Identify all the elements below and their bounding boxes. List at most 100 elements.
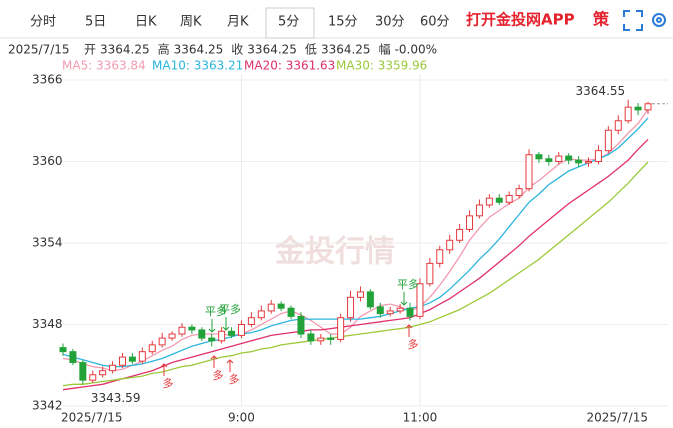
candle-body: [228, 330, 236, 336]
settings-icon[interactable]: [652, 13, 666, 27]
x-tick-label: 2025/7/15: [61, 411, 123, 425]
candle-body: [565, 155, 573, 161]
signal-arrow-head: [405, 324, 413, 329]
x-tick-label: 2025/7/15: [586, 411, 648, 425]
candle-body: [495, 197, 503, 203]
signal-label: 平多: [219, 302, 241, 316]
candle-body: [188, 326, 196, 331]
tab[interactable]: 分时: [30, 15, 56, 30]
info-value: 3364.25: [100, 43, 150, 57]
tab[interactable]: 月K: [227, 15, 249, 30]
toolbar: [0, 0, 673, 38]
y-tick-label: 3342: [32, 399, 63, 413]
candle-body: [118, 356, 126, 366]
legend-entry: MA5: 3363.84: [62, 59, 146, 73]
active-tab-box: [265, 7, 315, 39]
candle-body: [436, 249, 444, 264]
candle-body: [446, 239, 454, 251]
x-tick-label: 9:00: [228, 411, 255, 425]
candle-body: [277, 303, 285, 309]
candle-body: [89, 374, 97, 381]
candle-body: [109, 364, 117, 372]
signal-label: 多: [213, 368, 224, 382]
tab[interactable]: 5日: [85, 15, 106, 30]
tab[interactable]: 15分: [328, 15, 358, 30]
signal-arrow-head: [400, 301, 408, 306]
signal-label: 多: [163, 376, 174, 390]
info-date: 2025/7/15: [8, 43, 70, 57]
ma-line: [62, 117, 649, 368]
candle-body: [79, 362, 87, 381]
candle-body: [148, 344, 156, 353]
x-tick-label: 11:00: [403, 411, 438, 425]
signal-label: 多: [229, 372, 240, 386]
candle-body: [426, 262, 434, 285]
candle-body: [237, 324, 245, 336]
candle-body: [366, 291, 374, 308]
watermark: 金投行情: [274, 235, 395, 270]
tab[interactable]: 周K: [180, 15, 202, 30]
info-value: 3364.25: [174, 43, 224, 57]
signal-arrow-head: [226, 359, 234, 364]
tab[interactable]: 5分: [278, 15, 299, 30]
candle-body: [416, 283, 424, 317]
candle-body: [287, 307, 295, 317]
info-label: 开: [84, 43, 96, 57]
candle-body: [545, 158, 553, 163]
candle-body: [555, 155, 563, 162]
legend-entry: MA20: 3361.63: [244, 59, 335, 73]
y-tick-label: 3348: [32, 317, 63, 331]
candle-body: [267, 303, 275, 312]
candle-body: [138, 351, 146, 362]
signal-arrow-head: [210, 355, 218, 360]
candle-body: [396, 307, 404, 312]
candle-body: [386, 310, 394, 315]
candle-body: [337, 317, 345, 340]
candle-body: [356, 291, 364, 298]
tab[interactable]: 日K: [135, 15, 157, 30]
candle-body: [208, 337, 216, 342]
candle-body: [525, 154, 533, 190]
y-tick-label: 3360: [32, 154, 63, 168]
ma-line: [62, 161, 649, 387]
info-value: 3364.25: [247, 43, 297, 57]
ma-line: [62, 138, 649, 391]
tab[interactable]: 60分: [420, 15, 450, 30]
signal-label: 平多: [397, 277, 419, 291]
legend-entry: MA30: 3359.96: [336, 59, 427, 73]
signal-arrow-head: [208, 328, 216, 333]
candle-body: [198, 329, 206, 339]
candle-body: [575, 159, 583, 164]
tab[interactable]: 30分: [375, 15, 405, 30]
ma-line: [62, 108, 649, 372]
info-label: 收: [231, 43, 243, 57]
info-label: 低: [305, 43, 317, 57]
candle-body: [535, 154, 543, 160]
candle-body: [218, 330, 226, 342]
candle-body: [466, 215, 474, 230]
y-tick-label: 3354: [32, 236, 63, 250]
signal-arrow-head: [222, 326, 230, 331]
signal-label: 多: [408, 337, 419, 351]
max-label: 3364.55: [576, 84, 626, 98]
candle-body: [624, 106, 632, 122]
candle-body: [128, 356, 136, 362]
info-value: 3364.25: [321, 43, 371, 57]
candle-body: [594, 150, 602, 162]
candle-body: [644, 103, 652, 111]
candle-body: [505, 194, 513, 203]
fullscreen-icon[interactable]: [623, 10, 643, 31]
app-link[interactable]: 打开金投网APP: [466, 11, 575, 29]
info-label: 幅: [379, 42, 391, 57]
candle-body: [406, 307, 414, 317]
candle-body: [307, 333, 315, 342]
strategy-button[interactable]: 策: [592, 10, 610, 29]
candle-body: [247, 317, 255, 326]
signal-arrow-head: [160, 363, 168, 368]
candle-body: [178, 326, 186, 335]
candle-body: [317, 337, 325, 342]
candle-body: [347, 296, 355, 319]
candle-body: [69, 351, 77, 364]
